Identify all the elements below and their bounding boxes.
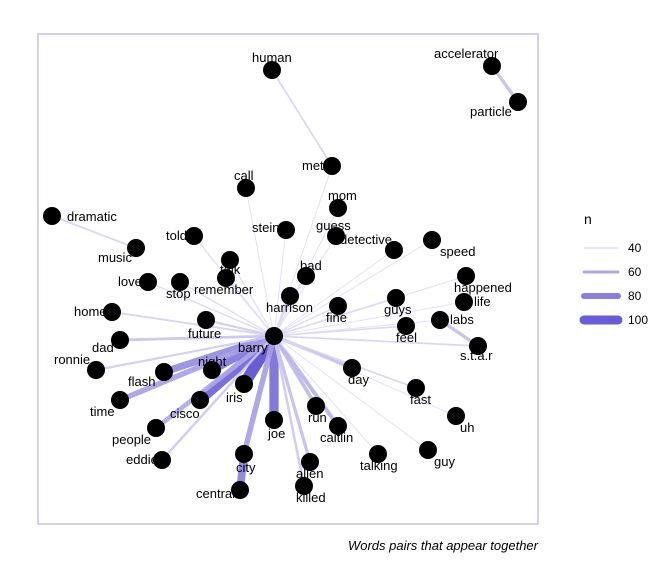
- node-dot: [191, 391, 209, 409]
- node-dot: [185, 227, 203, 245]
- node-dot: [307, 397, 325, 415]
- legend-label: 100: [628, 313, 648, 327]
- caption: Words pairs that appear together: [348, 538, 539, 553]
- node-dot: [217, 269, 235, 287]
- node-dot: [111, 391, 129, 409]
- node-dot: [231, 481, 249, 499]
- node-dot: [469, 337, 487, 355]
- node-dot: [419, 441, 437, 459]
- node-dot: [329, 199, 347, 217]
- node-dot: [385, 241, 403, 259]
- node-dot: [457, 267, 475, 285]
- node-dot: [203, 361, 221, 379]
- node-dot: [343, 359, 361, 377]
- legend-label: 60: [628, 265, 642, 279]
- node-dot: [455, 293, 473, 311]
- node-dot: [329, 297, 347, 315]
- node-dot: [297, 267, 315, 285]
- node-dot: [87, 361, 105, 379]
- node-dot: [171, 273, 189, 291]
- node-dot: [153, 451, 171, 469]
- node-dot: [301, 453, 319, 471]
- node-dot: [423, 231, 441, 249]
- node-dot: [483, 57, 501, 75]
- node-dot: [263, 61, 281, 79]
- node-dot: [111, 331, 129, 349]
- node-dot: [323, 157, 341, 175]
- node-dot: [387, 289, 405, 307]
- node-dot: [265, 411, 283, 429]
- node-dot: [509, 93, 527, 111]
- node-dot: [221, 251, 239, 269]
- node-dot: [369, 445, 387, 463]
- node-dot: [237, 179, 255, 197]
- node-dot: [103, 303, 121, 321]
- node-dot: [431, 311, 449, 329]
- node-dot: [197, 311, 215, 329]
- legend-title: n: [584, 211, 592, 227]
- node-dot: [397, 317, 415, 335]
- legend-label: 80: [628, 289, 642, 303]
- node-dot: [281, 287, 299, 305]
- node-dot: [327, 227, 345, 245]
- node-dot: [265, 327, 283, 345]
- node-dot: [127, 239, 145, 257]
- node-dot: [155, 363, 173, 381]
- node-dot: [139, 273, 157, 291]
- node-dot: [235, 445, 253, 463]
- node-dot: [43, 207, 61, 225]
- legend-label: 40: [628, 241, 642, 255]
- network-svg: barryacceleratorparticlehumanmetadramati…: [0, 0, 672, 576]
- node-dot: [277, 221, 295, 239]
- node-dot: [407, 379, 425, 397]
- node-dot: [329, 417, 347, 435]
- node-dot: [235, 375, 253, 393]
- legend: n 40 60 80 100: [584, 211, 648, 327]
- node-dot: [147, 419, 165, 437]
- node-dot: [295, 477, 313, 495]
- node-dot: [447, 407, 465, 425]
